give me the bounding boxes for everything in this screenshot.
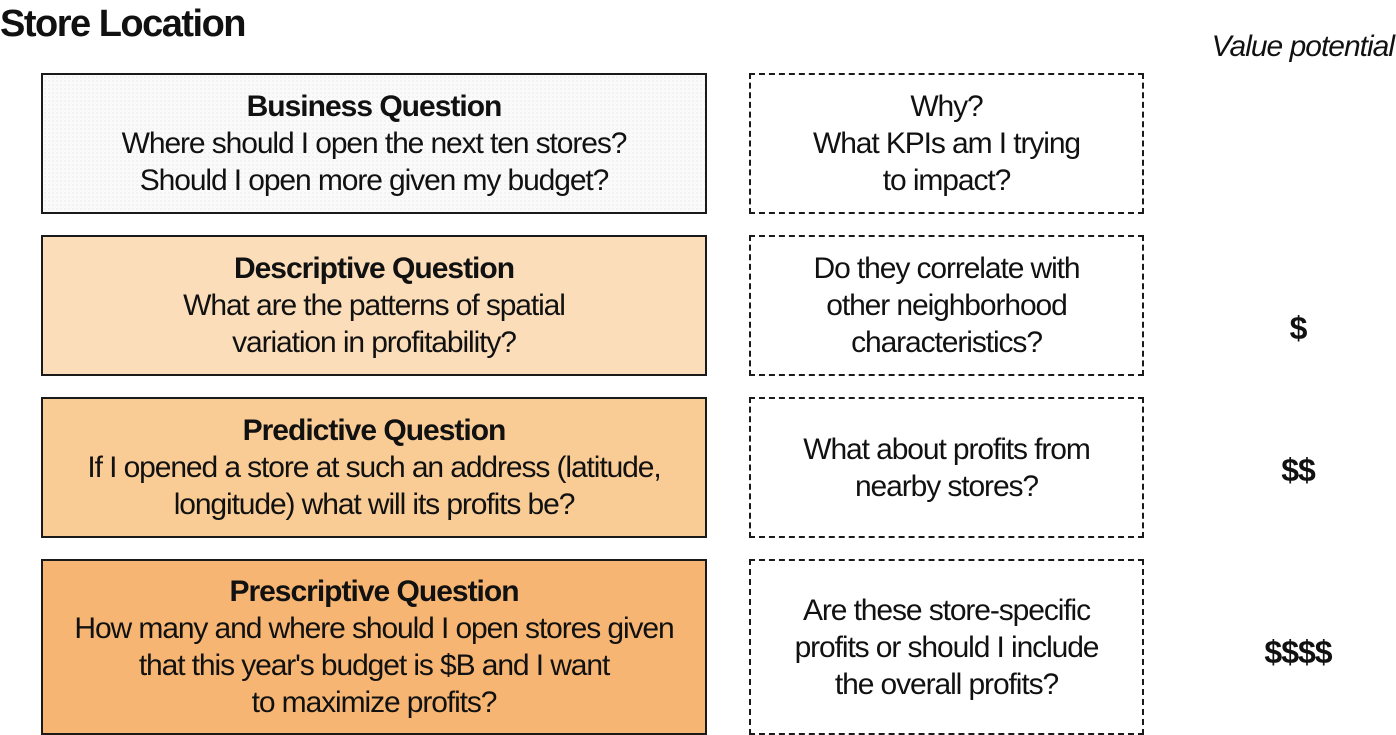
prescriptive-question-text: How many and where should I open stores … <box>74 611 674 719</box>
descriptive-question-title: Descriptive Question <box>233 251 515 285</box>
prescriptive-question-box: Prescriptive Question How many and where… <box>41 559 707 735</box>
business-question-text: Where should I open the next ten stores?… <box>121 126 628 197</box>
descriptive-value-potential: $ <box>1289 310 1308 346</box>
business-follow-up-text: Why? What KPIs am I trying to impact? <box>813 90 1081 197</box>
predictive-question-title: Predictive Question <box>242 413 507 447</box>
value-potential-header: Value potential <box>1211 30 1395 63</box>
descriptive-follow-up-box: Do they correlate with other neighborhoo… <box>749 235 1144 376</box>
prescriptive-value-potential: $$$$ <box>1264 634 1332 670</box>
diagram-title: Store Location <box>0 3 247 45</box>
predictive-question-box: Predictive Question If I opened a store … <box>41 397 707 538</box>
prescriptive-follow-up-box: Are these store-specific profits or shou… <box>749 559 1144 735</box>
predictive-value-potential: $$ <box>1281 452 1316 488</box>
predictive-follow-up-box: What about profits from nearby stores? <box>749 397 1144 538</box>
predictive-follow-up-text: What about profits from nearby stores? <box>803 432 1091 503</box>
business-question-box: Business Question Where should I open th… <box>41 73 707 214</box>
prescriptive-follow-up-text: Are these store-specific profits or shou… <box>794 593 1100 701</box>
descriptive-question-text: What are the patterns of spatial variati… <box>183 288 566 359</box>
prescriptive-question-title: Prescriptive Question <box>229 574 519 608</box>
business-question-title: Business Question <box>246 89 503 123</box>
descriptive-follow-up-text: Do they correlate with other neighborhoo… <box>813 252 1081 359</box>
descriptive-question-box: Descriptive Question What are the patter… <box>41 235 707 376</box>
predictive-question-text: If I opened a store at such an address (… <box>87 450 661 521</box>
business-follow-up-box: Why? What KPIs am I trying to impact? <box>749 73 1144 214</box>
